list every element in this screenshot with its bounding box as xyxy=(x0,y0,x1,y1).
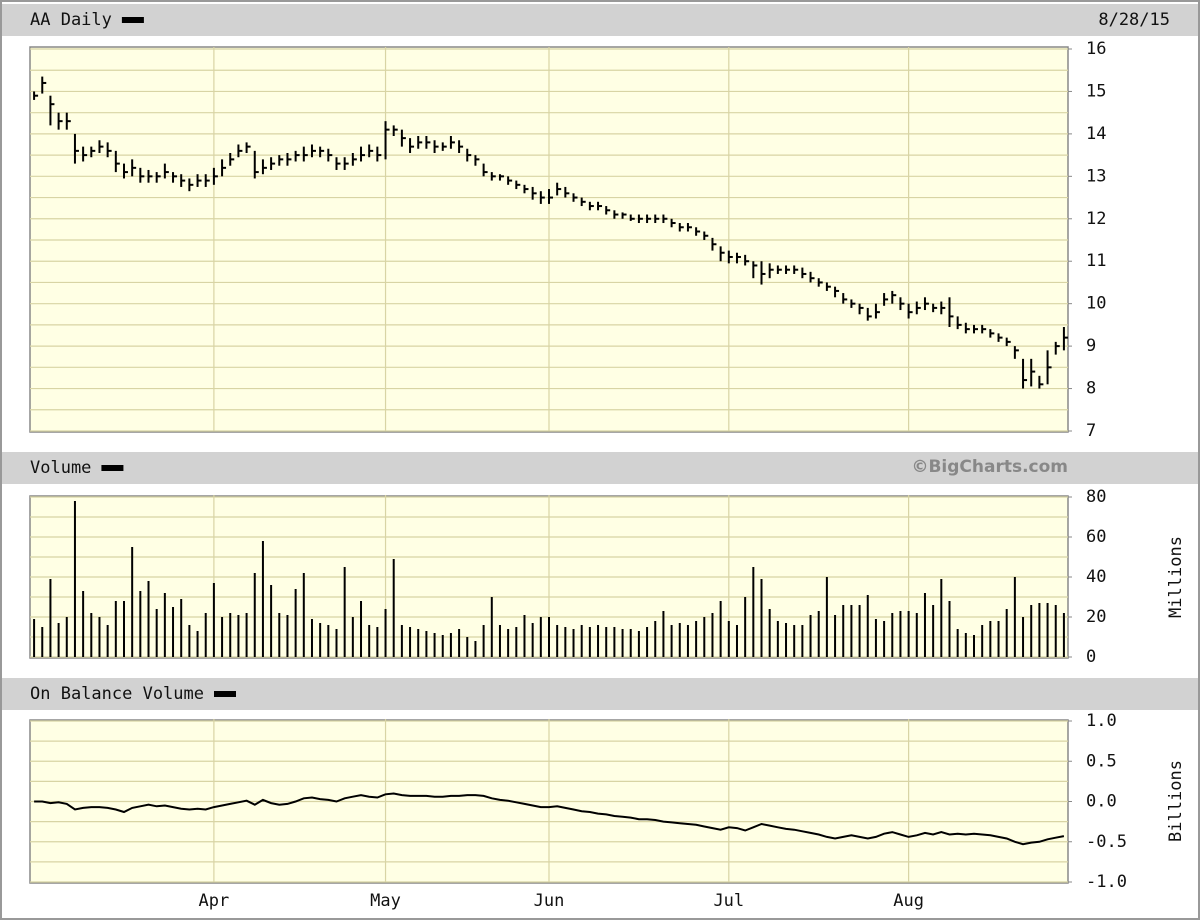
source-label: ©BigCharts.com xyxy=(911,457,1068,477)
mark-layer xyxy=(33,76,1068,846)
legend-swatch xyxy=(214,691,236,697)
panel-title: On Balance Volume xyxy=(30,684,204,704)
y-tick-label: 0 xyxy=(1086,647,1096,667)
y-tick-label: 60 xyxy=(1086,527,1106,547)
y-tick-label: 16 xyxy=(1086,39,1106,59)
y-tick-label: 7 xyxy=(1086,421,1096,441)
y-tick-label: 20 xyxy=(1086,607,1106,627)
y-tick-label: 0.5 xyxy=(1086,751,1117,771)
y-tick-label: 12 xyxy=(1086,209,1106,229)
y-tick-label: 0.0 xyxy=(1086,792,1117,812)
x-tick-label: Jul xyxy=(713,891,744,911)
chart-title: AA Daily xyxy=(30,10,112,30)
y-tick-label: -1.0 xyxy=(1086,872,1127,892)
legend-swatch xyxy=(121,17,144,23)
y-tick-label: 13 xyxy=(1086,166,1106,186)
legend-swatch xyxy=(101,465,124,471)
panel-title: Volume xyxy=(30,458,91,478)
chart-date: 8/28/15 xyxy=(1098,10,1170,30)
y-axis-label: Billions xyxy=(1166,760,1186,842)
header-bar xyxy=(2,678,1198,710)
y-tick-label: 40 xyxy=(1086,567,1106,587)
y-tick-label: 8 xyxy=(1086,379,1096,399)
header-bar xyxy=(2,4,1198,36)
y-tick-label: 1.0 xyxy=(1086,711,1117,731)
x-tick-label: Jun xyxy=(534,891,565,911)
obv-line xyxy=(34,792,1065,846)
x-tick-label: Apr xyxy=(199,891,230,911)
y-tick-label: 14 xyxy=(1086,124,1106,144)
y-tick-label: 15 xyxy=(1086,81,1106,101)
grid-layer xyxy=(30,47,1068,883)
y-tick-label: -0.5 xyxy=(1086,832,1127,852)
x-tick-label: May xyxy=(370,891,401,911)
y-tick-label: 9 xyxy=(1086,336,1096,356)
y-tick-label: 80 xyxy=(1086,487,1106,507)
y-tick-label: 10 xyxy=(1086,294,1106,314)
x-tick-label: Aug xyxy=(893,891,924,911)
y-axis-label: Millions xyxy=(1166,536,1186,618)
y-tick-label: 11 xyxy=(1086,251,1106,271)
header-bar xyxy=(2,452,1198,484)
